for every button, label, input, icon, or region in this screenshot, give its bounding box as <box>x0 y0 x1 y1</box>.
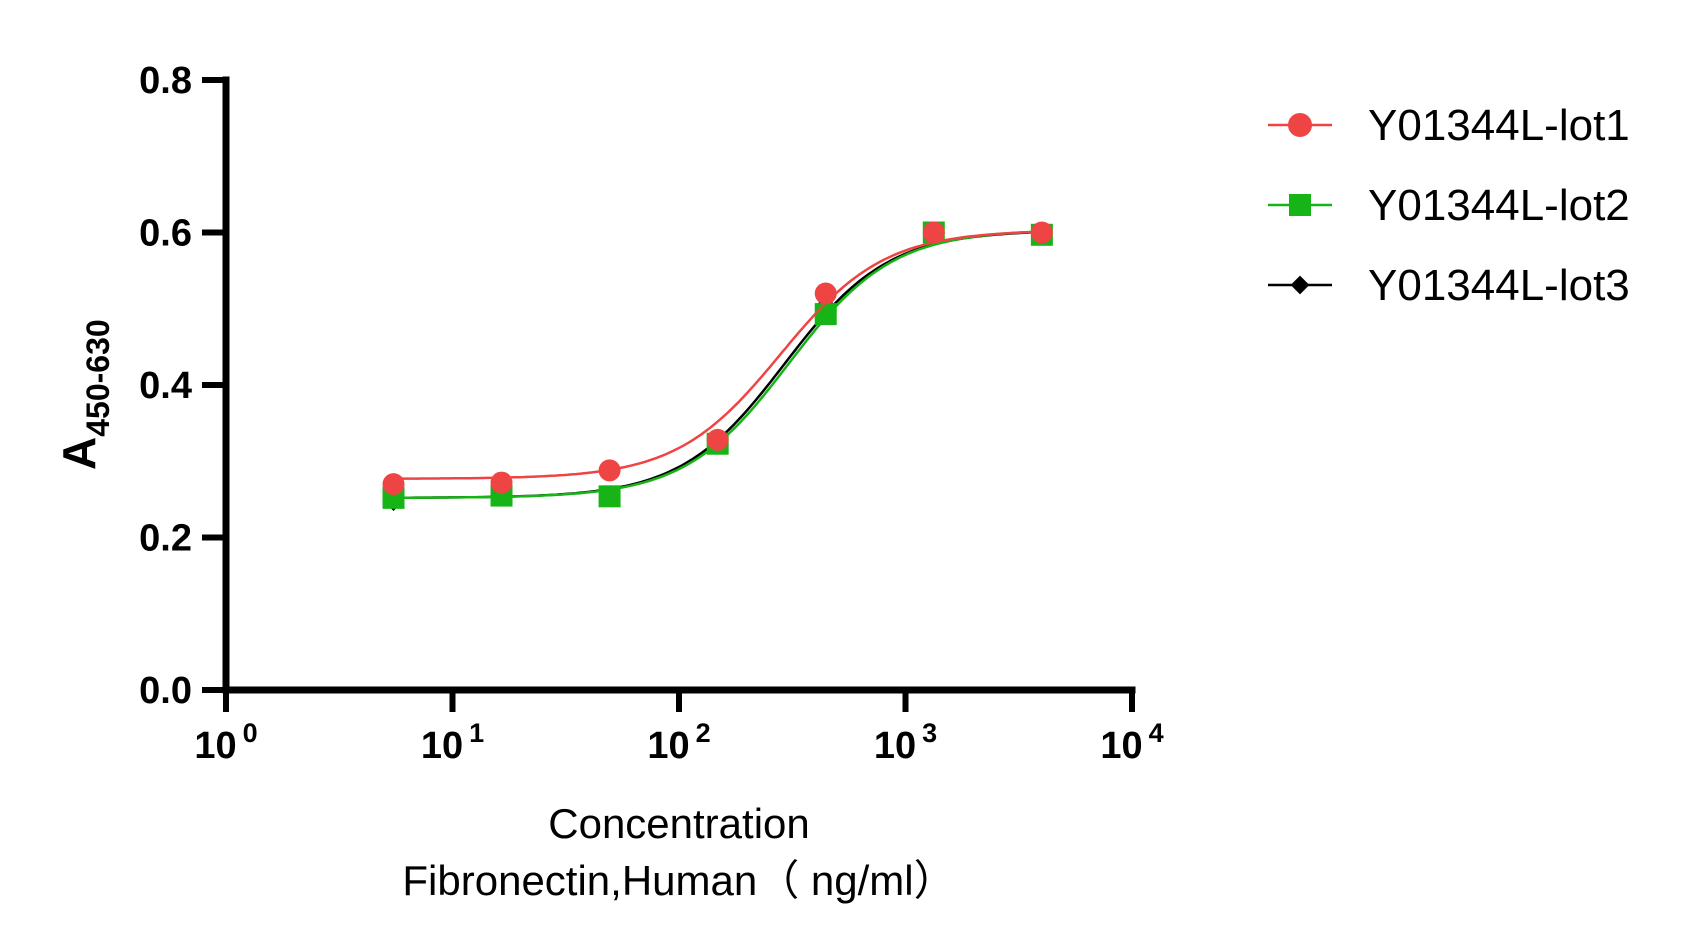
series-Y01344L-lot1 <box>382 221 1053 496</box>
y-tick-label: 0.6 <box>139 213 192 255</box>
legend-item: Y01344L-lot3 <box>1268 261 1630 310</box>
legend-label: Y01344L-lot1 <box>1368 101 1630 150</box>
data-point <box>706 428 729 451</box>
data-point <box>382 473 405 496</box>
x-tick-base: 10 <box>1100 725 1142 767</box>
plot-area <box>382 221 1053 512</box>
x-tick-base: 10 <box>194 725 236 767</box>
axes <box>222 76 1136 694</box>
y-tick-label: 0.4 <box>139 365 192 407</box>
data-point <box>490 471 513 494</box>
x-tick-exponent: 2 <box>696 718 711 748</box>
y-axis-title-sub: 450-630 <box>80 319 116 436</box>
data-point <box>814 282 837 305</box>
x-tick-base: 10 <box>874 725 916 767</box>
fit-curve <box>393 230 1042 499</box>
x-tick-exponent: 3 <box>922 718 937 748</box>
x-tick-base: 10 <box>421 725 463 767</box>
legend-marker <box>1288 113 1312 137</box>
fit-curve <box>393 230 1042 499</box>
legend-label: Y01344L-lot2 <box>1368 181 1630 230</box>
x-tick-exponent: 0 <box>243 718 258 748</box>
y-tick-label: 0.0 <box>139 670 192 712</box>
x-tick-label: 10 1 <box>421 718 484 767</box>
x-tick-exponent: 1 <box>469 718 484 748</box>
x-tick-label: 10 3 <box>874 718 937 767</box>
y-ticks: 0.0 0.2 0.4 0.6 0.8 <box>139 60 226 712</box>
series-Y01344L-lot3 <box>384 223 1052 512</box>
legend-item: Y01344L-lot1 <box>1268 101 1630 150</box>
legend: Y01344L-lot1 Y01344L-lot2 Y01344L-lot3 <box>1268 101 1630 310</box>
x-tick-label: 10 4 <box>1100 718 1163 767</box>
y-tick-label: 0.8 <box>139 60 192 102</box>
data-point <box>814 303 837 326</box>
x-tick-label: 10 2 <box>647 718 710 767</box>
legend-item: Y01344L-lot2 <box>1268 181 1630 230</box>
x-ticks: 10 0 10 1 10 2 10 3 10 4 <box>194 690 1164 767</box>
y-axis-title-main: A <box>53 437 105 470</box>
y-tick-label: 0.2 <box>139 518 192 560</box>
x-axis-title-line1: Concentration <box>548 800 810 847</box>
x-tick-base: 10 <box>647 725 689 767</box>
data-point <box>922 221 945 244</box>
legend-marker <box>1289 194 1311 216</box>
series-Y01344L-lot2 <box>382 221 1053 509</box>
legend-label: Y01344L-lot3 <box>1368 261 1630 310</box>
x-axis-title-line2: Fibronectin,Human（ ng/ml） <box>402 857 955 904</box>
x-tick-exponent: 4 <box>1149 718 1164 748</box>
data-point <box>598 485 621 508</box>
data-point <box>1030 221 1053 244</box>
legend-marker <box>1290 275 1310 295</box>
x-tick-label: 10 0 <box>194 718 257 767</box>
data-point <box>598 459 621 482</box>
y-axis-title: A450-630 <box>53 319 116 470</box>
